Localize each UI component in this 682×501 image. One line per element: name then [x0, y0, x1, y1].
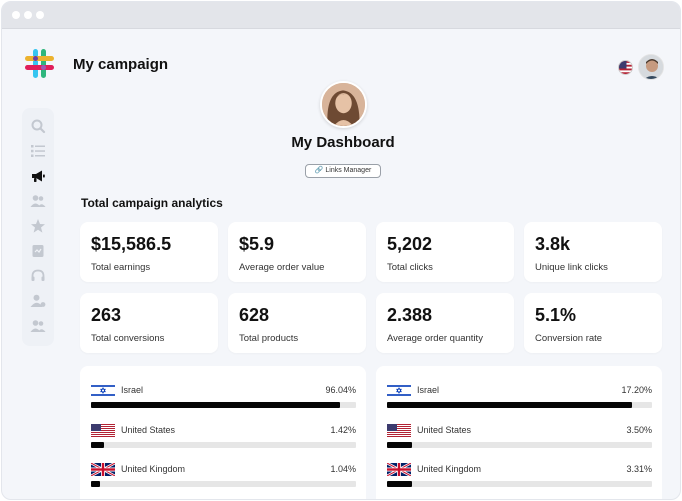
- user-settings-icon[interactable]: [30, 293, 46, 309]
- uk-flag-icon: [387, 463, 411, 476]
- stat-value: $15,586.5: [91, 234, 172, 254]
- links-manager-button[interactable]: 🔗 Links Manager: [305, 164, 381, 178]
- country-row: United Kingdom 1.04%: [91, 463, 356, 493]
- app-title: My campaign: [73, 56, 169, 73]
- browser-titlebar: [2, 2, 680, 29]
- app-logo-icon[interactable]: [24, 48, 55, 79]
- users-icon[interactable]: [30, 193, 46, 209]
- stat-label: Total products: [239, 333, 299, 344]
- stat-label: Conversion rate: [535, 333, 603, 344]
- country-percent: 3.31%: [626, 464, 652, 474]
- star-icon[interactable]: [30, 218, 46, 234]
- country-row: United States 3.50%: [387, 424, 652, 454]
- stat-label: Unique link clicks: [535, 262, 608, 273]
- stat-value: 3.8k: [535, 234, 571, 254]
- country-name: United States: [417, 425, 472, 435]
- progress-bar: [91, 402, 356, 408]
- progress-fill: [91, 481, 101, 487]
- israel-flag-icon: [91, 384, 115, 397]
- stat-label: Average order value: [239, 262, 325, 273]
- stat-card: 628 Total products: [228, 293, 366, 353]
- progress-fill: [387, 481, 413, 487]
- country-row: United Kingdom 3.31%: [387, 463, 652, 493]
- progress-bar: [387, 442, 652, 448]
- headset-icon[interactable]: [30, 268, 46, 284]
- progress-bar: [387, 402, 652, 408]
- country-name: United Kingdom: [417, 464, 482, 474]
- country-name: United Kingdom: [121, 464, 186, 474]
- analytics-section-title: Total campaign analytics: [81, 196, 223, 210]
- country-breakdown-panel: Israel 17.20% United States 3.50% United…: [376, 366, 662, 499]
- stat-card: $5.9 Average order value: [228, 222, 366, 282]
- stat-value: 5,202: [387, 234, 433, 254]
- country-breakdown-panel: Israel 96.04% United States 1.42% United…: [80, 366, 366, 499]
- progress-bar: [91, 481, 356, 487]
- country-percent: 96.04%: [325, 385, 356, 395]
- country-name: Israel: [121, 385, 144, 395]
- israel-flag-icon: [387, 384, 411, 397]
- stat-value: 2.388: [387, 305, 433, 325]
- user-avatar[interactable]: [638, 54, 664, 80]
- progress-fill: [387, 402, 633, 408]
- country-row: Israel 17.20%: [387, 384, 652, 414]
- country-percent: 3.50%: [626, 425, 652, 435]
- progress-bar: [387, 481, 652, 487]
- stat-card: $15,586.5 Total earnings: [80, 222, 218, 282]
- window-dot: [36, 11, 44, 19]
- stat-value: $5.9: [239, 234, 275, 254]
- us-flag-icon: [91, 424, 115, 437]
- progress-fill: [91, 402, 341, 408]
- progress-fill: [387, 442, 413, 448]
- country-percent: 17.20%: [621, 385, 652, 395]
- language-flag-icon[interactable]: [618, 60, 633, 75]
- links-manager-label: Links Manager: [325, 167, 372, 174]
- stat-card: 263 Total conversions: [80, 293, 218, 353]
- stat-card: 5,202 Total clicks: [376, 222, 514, 282]
- us-flag-icon: [387, 424, 411, 437]
- stat-label: Total conversions: [91, 333, 165, 344]
- stat-value: 5.1%: [535, 305, 577, 325]
- uk-flag-icon: [91, 463, 115, 476]
- stat-card: 3.8k Unique link clicks: [524, 222, 662, 282]
- dashboard-title: My Dashboard: [291, 134, 395, 151]
- stat-card: 2.388 Average order quantity: [376, 293, 514, 353]
- stat-card: 5.1% Conversion rate: [524, 293, 662, 353]
- progress-bar: [91, 442, 356, 448]
- stat-label: Average order quantity: [387, 333, 483, 344]
- profile-avatar: [320, 81, 367, 128]
- progress-fill: [91, 442, 105, 448]
- document-icon[interactable]: [30, 243, 46, 259]
- country-row: United States 1.42%: [91, 424, 356, 454]
- list-icon[interactable]: [30, 143, 46, 159]
- window-dot: [24, 11, 32, 19]
- country-row: Israel 96.04%: [91, 384, 356, 414]
- stat-label: Total earnings: [91, 262, 151, 273]
- stat-value: 263: [91, 305, 122, 325]
- country-name: Israel: [417, 385, 440, 395]
- megaphone-icon[interactable]: [30, 168, 46, 184]
- country-name: United States: [121, 425, 176, 435]
- team-icon[interactable]: [30, 318, 46, 334]
- country-percent: 1.42%: [330, 425, 356, 435]
- link-icon: 🔗: [314, 167, 324, 174]
- sidebar-nav: [22, 108, 54, 346]
- window-dot: [12, 11, 20, 19]
- country-percent: 1.04%: [330, 464, 356, 474]
- stat-label: Total clicks: [387, 262, 433, 273]
- stat-value: 628: [239, 305, 270, 325]
- search-icon[interactable]: [30, 118, 46, 134]
